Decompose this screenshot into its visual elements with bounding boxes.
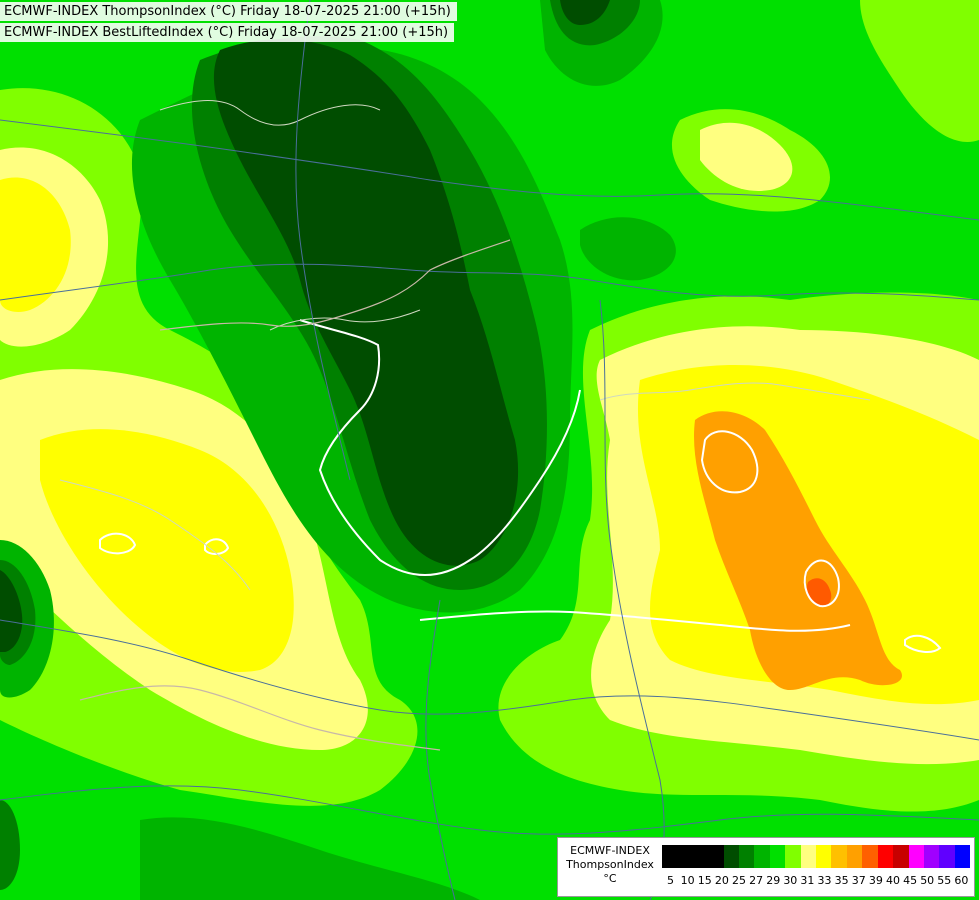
legend-swatch: [754, 845, 770, 868]
dark-green-region-central: [213, 39, 519, 566]
legend-swatch: [908, 845, 924, 868]
legend-tick-label: 50: [920, 874, 935, 887]
legend-tick-label: 45: [903, 874, 918, 887]
white-contour-east-edge: [904, 634, 942, 653]
white-contour-small-west: [99, 532, 137, 555]
yellow-region-southwest: [40, 429, 294, 672]
border-line-south: [0, 619, 979, 741]
legend-swatch: [708, 845, 724, 868]
white-contour-east-inner-loop: [803, 559, 840, 608]
border-line-vertical-1: [295, 0, 351, 481]
legend-unit: °C: [603, 872, 617, 885]
grey-contour-east: [599, 382, 871, 401]
legend-swatch: [692, 845, 709, 868]
coastline-south: [79, 685, 441, 751]
white-contour-south-line: [419, 610, 851, 632]
legend-swatch: [723, 845, 740, 868]
grey-contour-central: [269, 309, 421, 331]
white-contour-small-west-2: [204, 538, 230, 555]
legend-tick-label: 27: [749, 874, 764, 887]
dark-green-region-southwest: [0, 570, 23, 652]
legend-title: ECMWF-INDEX ThompsonIndex °C: [560, 844, 660, 886]
border-line-vertical-3: [425, 599, 456, 900]
legend-swatch: [846, 845, 863, 868]
legend-tick-label: 29: [766, 874, 781, 887]
legend-tick-label: 25: [731, 874, 746, 887]
legend-swatch: [939, 845, 955, 868]
mid-green-region-northeast: [580, 217, 676, 281]
legend-tick-label: 5: [667, 874, 675, 887]
green-region-south: [0, 800, 20, 890]
red-orange-spot: [806, 578, 832, 607]
grey-contour-north-west: [159, 100, 381, 126]
legend-tick-label: 39: [868, 874, 883, 887]
pale-yellow-region-northeast: [700, 122, 793, 191]
border-line-north: [0, 119, 979, 221]
legend-swatch: [877, 845, 894, 868]
yellow-region-west: [0, 177, 71, 312]
mid-green-region-south: [140, 817, 480, 900]
legend-tick-label: 15: [697, 874, 712, 887]
grey-contour-southwest: [59, 479, 251, 591]
legend-swatch: [893, 845, 909, 868]
legend-swatch: [769, 845, 786, 868]
border-line-middle: [0, 263, 979, 301]
legend-swatches: [662, 845, 971, 868]
light-green-region-top-right: [860, 0, 979, 142]
orange-region-east: [694, 411, 902, 690]
coastline-north: [159, 239, 511, 331]
legend-parameter: ThompsonIndex: [566, 858, 654, 871]
legend-tick-label: 30: [783, 874, 798, 887]
legend-tick-label: 33: [817, 874, 832, 887]
legend-tick-label: 20: [714, 874, 729, 887]
legend-swatch: [954, 845, 971, 868]
map-title-best-lifted-index: ECMWF-INDEX BestLiftedIndex (°C) Friday …: [0, 23, 455, 42]
legend-swatch: [662, 845, 678, 868]
map-title-thompson-index: ECMWF-INDEX ThompsonIndex (°C) Friday 18…: [0, 2, 457, 21]
legend-swatch: [800, 845, 817, 868]
border-line-far-south: [0, 785, 979, 835]
legend-swatch: [785, 845, 801, 868]
legend-ticks: 5 10 15 20 25 27 29 30 31 33 35 37 39 40 45 50 55 60: [662, 874, 970, 887]
white-contour-central-loop: [299, 319, 581, 576]
legend-swatch: [923, 845, 940, 868]
legend-tick-label: 60: [954, 874, 969, 887]
legend-swatch: [831, 845, 847, 868]
dark-green-region-north: [560, 0, 610, 25]
legend-tick-label: 40: [885, 874, 900, 887]
white-contour-east-loop: [700, 430, 759, 494]
legend-tick-label: 10: [680, 874, 695, 887]
legend-model: ECMWF-INDEX: [570, 844, 650, 857]
legend-swatch: [862, 845, 878, 868]
legend-tick-label: 37: [851, 874, 866, 887]
legend-swatch: [677, 845, 693, 868]
legend-tick-label: 35: [834, 874, 849, 887]
legend-swatch: [816, 845, 832, 868]
legend-swatch: [739, 845, 755, 868]
legend-tick-label: 31: [800, 874, 815, 887]
legend-tick-label: 55: [937, 874, 952, 887]
color-scale-legend: ECMWF-INDEX ThompsonIndex °C 5 10 15 20 25 27…: [557, 837, 975, 897]
